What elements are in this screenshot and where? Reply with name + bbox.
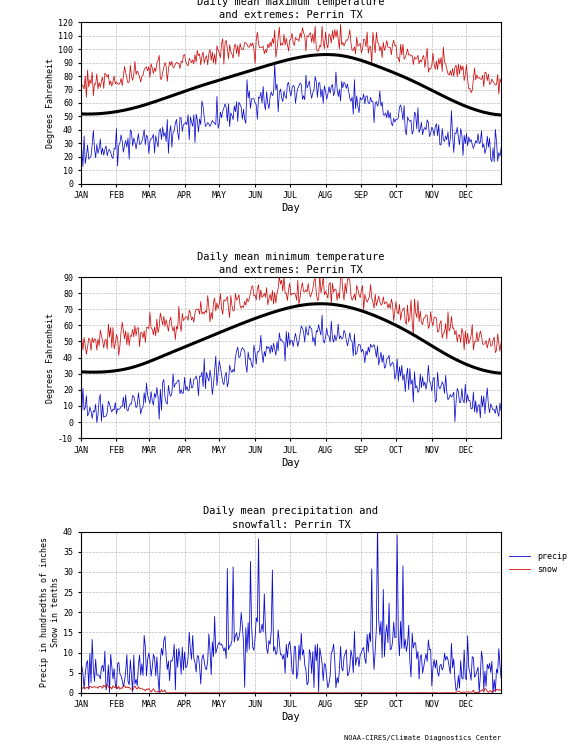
- precip: [246, 645, 253, 654]
- X-axis label: Day: Day: [282, 457, 300, 468]
- snow: [249, 688, 256, 697]
- Line: precip: precip: [81, 522, 501, 693]
- snow: [168, 688, 175, 697]
- snow: [247, 688, 254, 697]
- precip: [194, 651, 201, 660]
- X-axis label: Day: Day: [282, 712, 300, 722]
- precip: [77, 676, 84, 685]
- Line: snow: snow: [81, 685, 501, 693]
- snow: [480, 688, 487, 697]
- Y-axis label: Degrees Fahrenheit: Degrees Fahrenheit: [46, 58, 55, 148]
- Title: Daily mean maximum temperature
and extremes: Perrin TX: Daily mean maximum temperature and extre…: [197, 0, 385, 20]
- snow: [162, 688, 169, 697]
- X-axis label: Day: Day: [282, 203, 300, 213]
- snow: [104, 680, 111, 689]
- precip: [480, 685, 487, 694]
- precip: [248, 622, 255, 631]
- Title: Daily mean minimum temperature
and extremes: Perrin TX: Daily mean minimum temperature and extre…: [197, 252, 385, 275]
- precip: [498, 674, 505, 683]
- Text: NOAA-CIRES/Climate Diagnostics Center: NOAA-CIRES/Climate Diagnostics Center: [344, 735, 501, 741]
- Y-axis label: Precip in hundredths of inches
Snow in tenths: Precip in hundredths of inches Snow in t…: [40, 537, 60, 687]
- precip: [374, 517, 381, 526]
- snow: [440, 688, 447, 697]
- Title: Daily mean precipitation and
snowfall: Perrin TX: Daily mean precipitation and snowfall: P…: [203, 507, 378, 530]
- snow: [77, 682, 84, 691]
- Legend: precip, snow: precip, snow: [510, 552, 567, 574]
- snow: [498, 686, 505, 695]
- Y-axis label: Degrees Fahrenheit: Degrees Fahrenheit: [46, 313, 55, 402]
- snow: [195, 688, 202, 697]
- precip: [167, 656, 174, 665]
- precip: [156, 688, 162, 697]
- precip: [440, 662, 447, 671]
